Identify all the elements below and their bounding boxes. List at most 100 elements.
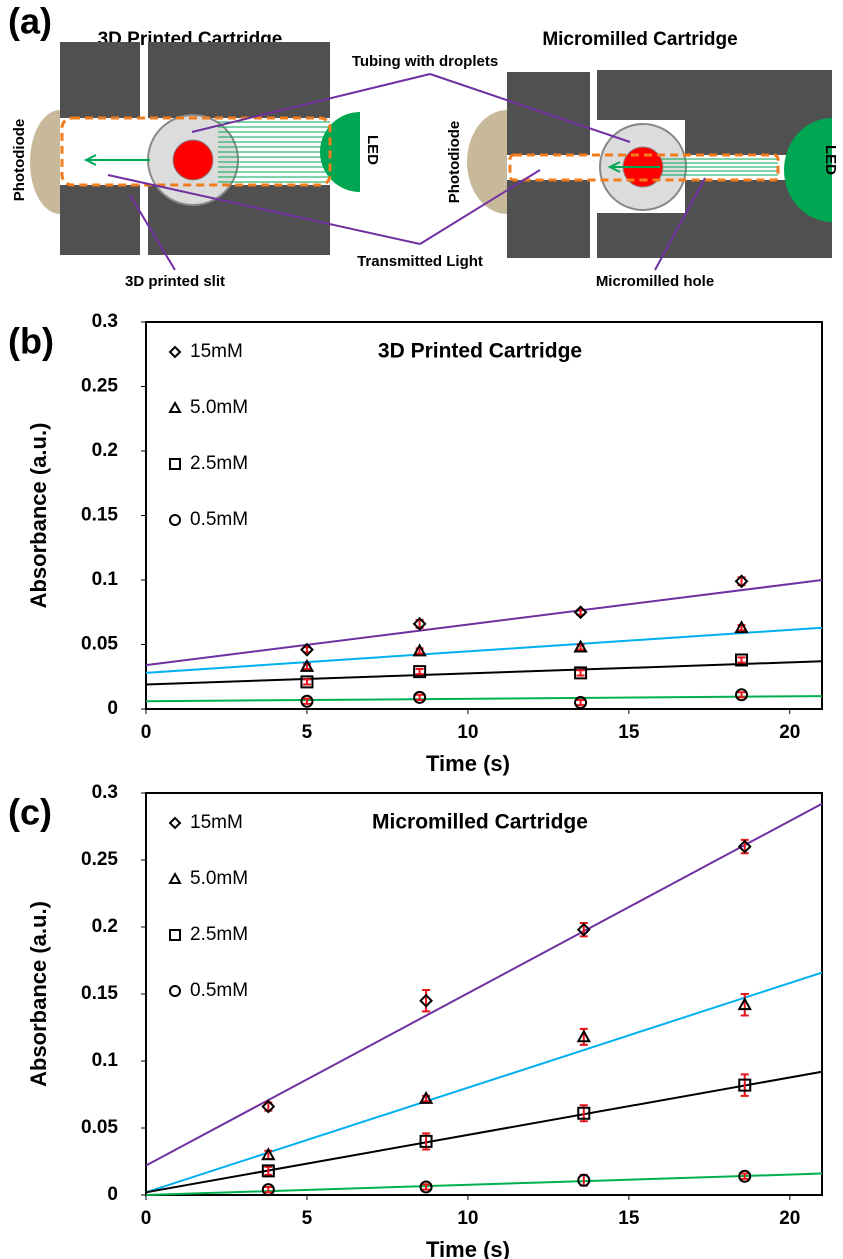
callout-label: Transmitted Light [357, 253, 483, 270]
light-stripes [660, 158, 778, 176]
marker [735, 688, 749, 702]
marker [573, 639, 588, 653]
chart-title: 3D Printed Cartridge [378, 340, 582, 363]
marker [300, 694, 314, 708]
error-bar [302, 697, 311, 705]
error-bar [740, 1073, 749, 1097]
y-tick-label: 0.15 [81, 505, 118, 526]
error-bar [264, 1185, 273, 1194]
panel-label: (c) [8, 792, 52, 833]
callout-label: Tubing with droplets [352, 53, 498, 70]
fit-line [145, 1172, 823, 1196]
photodiode [467, 110, 507, 214]
callout-label: Micromilled hole [596, 273, 714, 290]
error-bar [264, 1165, 273, 1176]
callout-lines [107, 73, 706, 271]
source-label: LED [364, 135, 381, 165]
marker [574, 696, 588, 709]
marker [737, 839, 752, 854]
marker [738, 1078, 752, 1092]
error-bar [302, 678, 311, 686]
legend-label: 15mM [190, 812, 243, 833]
error-bar [415, 693, 424, 701]
marker [574, 666, 588, 680]
error-bar [576, 669, 585, 677]
housing [148, 42, 330, 118]
marker [577, 1173, 591, 1187]
x-axis-label: Time (s) [426, 1237, 510, 1259]
marker [737, 997, 752, 1011]
x-tick-label: 15 [618, 1208, 640, 1229]
housing [507, 180, 590, 258]
y-tick-label: 0.15 [81, 983, 118, 1004]
error-bar [422, 988, 431, 1013]
legend-marker [168, 985, 182, 997]
marker [413, 690, 427, 704]
marker [413, 665, 427, 679]
legend-label: 15mM [190, 341, 243, 362]
y-tick-label: 0.3 [92, 782, 118, 803]
detector-label: Photodiode [11, 119, 28, 202]
housing [60, 42, 140, 118]
detector-label: Photodiode [446, 121, 463, 204]
marker [299, 658, 315, 672]
led [784, 118, 832, 222]
legend-marker [169, 458, 181, 470]
x-tick-label: 0 [141, 1208, 152, 1229]
marker [419, 993, 433, 1008]
fit-line [145, 626, 823, 674]
source-label: LED [822, 145, 839, 175]
x-tick-label: 10 [457, 1208, 478, 1229]
marker [300, 675, 314, 689]
marker [573, 605, 588, 620]
x-tick-label: 20 [779, 1208, 800, 1229]
panel-label: (a) [8, 1, 52, 42]
x-tick-label: 5 [302, 1208, 313, 1229]
x-tick-label: 15 [618, 722, 640, 743]
marker [418, 1090, 434, 1104]
y-axis-label: Absorbance (a.u.) [26, 423, 51, 609]
legend-marker [168, 345, 182, 359]
light-arrow [83, 154, 150, 166]
housing [60, 185, 140, 255]
y-tick-label: 0 [107, 1184, 118, 1205]
legend-label: 0.5mM [190, 509, 248, 530]
diagram-title: Micromilled Cartridge [542, 29, 737, 50]
slit [60, 116, 332, 187]
marker [735, 653, 749, 667]
chart-title: Micromilled Cartridge [372, 811, 588, 834]
photodiode [30, 110, 60, 214]
y-tick-label: 0.2 [92, 440, 118, 461]
y-tick-label: 0.25 [81, 376, 118, 397]
error-bar [737, 691, 746, 699]
marker [261, 1164, 275, 1178]
fit-line [145, 1070, 823, 1194]
y-tick-label: 0.1 [92, 569, 119, 590]
marker [576, 922, 591, 937]
legend-marker [168, 514, 182, 526]
error-bar [422, 1183, 431, 1191]
callout-label: 3D printed slit [125, 273, 225, 290]
legend-label: 2.5mM [190, 453, 248, 474]
legend-label: 5.0mM [190, 868, 248, 889]
x-tick-label: 10 [457, 722, 478, 743]
legend-marker [169, 929, 181, 941]
marker [419, 1134, 433, 1148]
legend-marker [168, 871, 182, 884]
diagram: (a) 3D Printed Cartridge Micromilled Car… [8, 1, 839, 290]
panel-label: (b) [8, 321, 54, 362]
marker [419, 1180, 433, 1194]
light-arrow [607, 161, 660, 173]
marker [734, 620, 749, 634]
fit-line [145, 695, 823, 703]
fit-line [145, 660, 823, 686]
y-tick-label: 0.05 [81, 1117, 118, 1138]
y-tick-label: 0.1 [92, 1050, 119, 1071]
marker [738, 1169, 752, 1183]
y-tick-label: 0.05 [81, 634, 118, 655]
marker [261, 1183, 275, 1197]
marker [577, 1106, 591, 1120]
marker [412, 643, 427, 657]
error-bar [415, 668, 424, 676]
